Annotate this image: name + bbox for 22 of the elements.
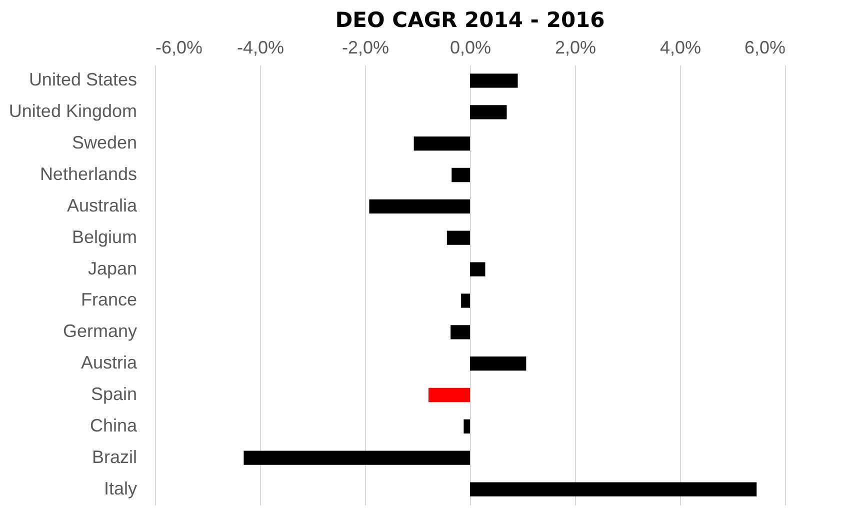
y-tick-label: Spain [90,384,137,404]
y-tick-label: Japan [88,258,137,278]
x-tick-label: 4,0% [660,38,702,58]
chart-title: DEO CAGR 2014 - 2016 [335,8,605,32]
y-tick-label: United States [28,70,137,90]
x-tick-label: -6,0% [156,38,203,58]
x-tick-label: -4,0% [236,38,284,58]
y-tick-label: Germany [62,321,137,342]
y-tick-label: France [80,290,137,310]
x-tick-label: -2,0% [342,38,390,58]
y-tick-label: Brazil [92,446,137,467]
y-tick-label: Netherlands [40,164,137,184]
x-tick-label: 0,0% [450,38,492,58]
y-tick-label: Austria [80,352,138,373]
y-tick-label: Sweden [72,132,137,153]
x-tick-label: 6,0% [744,38,786,58]
y-tick-label: China [90,415,138,436]
y-tick-label: Belgium [72,226,137,247]
y-tick-label: United Kingdom [8,101,137,122]
y-tick-label: Australia [66,195,138,216]
y-tick-label: Italy [104,478,137,498]
x-tick-label: 2,0% [554,38,596,58]
